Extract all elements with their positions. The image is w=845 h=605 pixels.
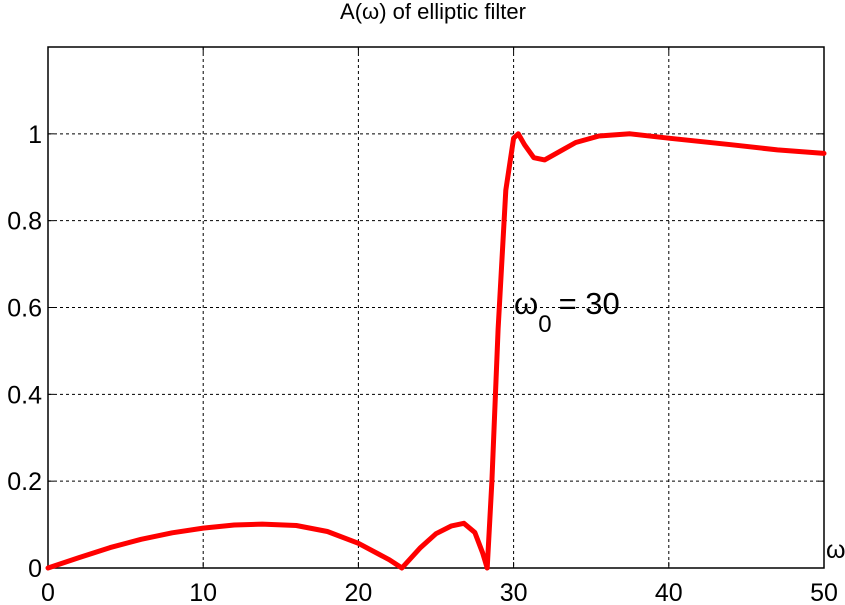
x-axis-label: ω: [826, 536, 845, 564]
y-tick-label: 0.4: [7, 381, 42, 409]
x-tick-label: 0: [41, 579, 55, 605]
grid-lines: [48, 47, 824, 568]
series-group: [45, 131, 827, 571]
y-tick-label: 0.6: [7, 295, 42, 323]
x-tick-label: 40: [655, 579, 683, 605]
y-tick-label: 0.2: [7, 468, 42, 496]
omega0-subscript: 0: [538, 311, 551, 338]
y-tick-label: 0.8: [7, 208, 42, 236]
omega0-symbol: ω: [514, 286, 538, 321]
y-tick-label: 0: [28, 555, 42, 583]
x-tick-label: 20: [344, 579, 372, 605]
tick-labels: 0 10 20 30 40 50 0 0.2 0.4 0.6 0.8 1: [7, 47, 838, 605]
omega0-value: = 30: [559, 286, 620, 321]
x-tick-label: 50: [810, 579, 838, 605]
y-tick-label: 1: [28, 121, 42, 149]
x-tick-label: 30: [500, 579, 528, 605]
chart-title: A(ω) of elliptic filter: [340, 0, 526, 24]
series-line: [45, 131, 827, 571]
x-tick-label: 10: [189, 579, 217, 605]
omega0-annotation: ω0 = 30: [514, 286, 620, 338]
